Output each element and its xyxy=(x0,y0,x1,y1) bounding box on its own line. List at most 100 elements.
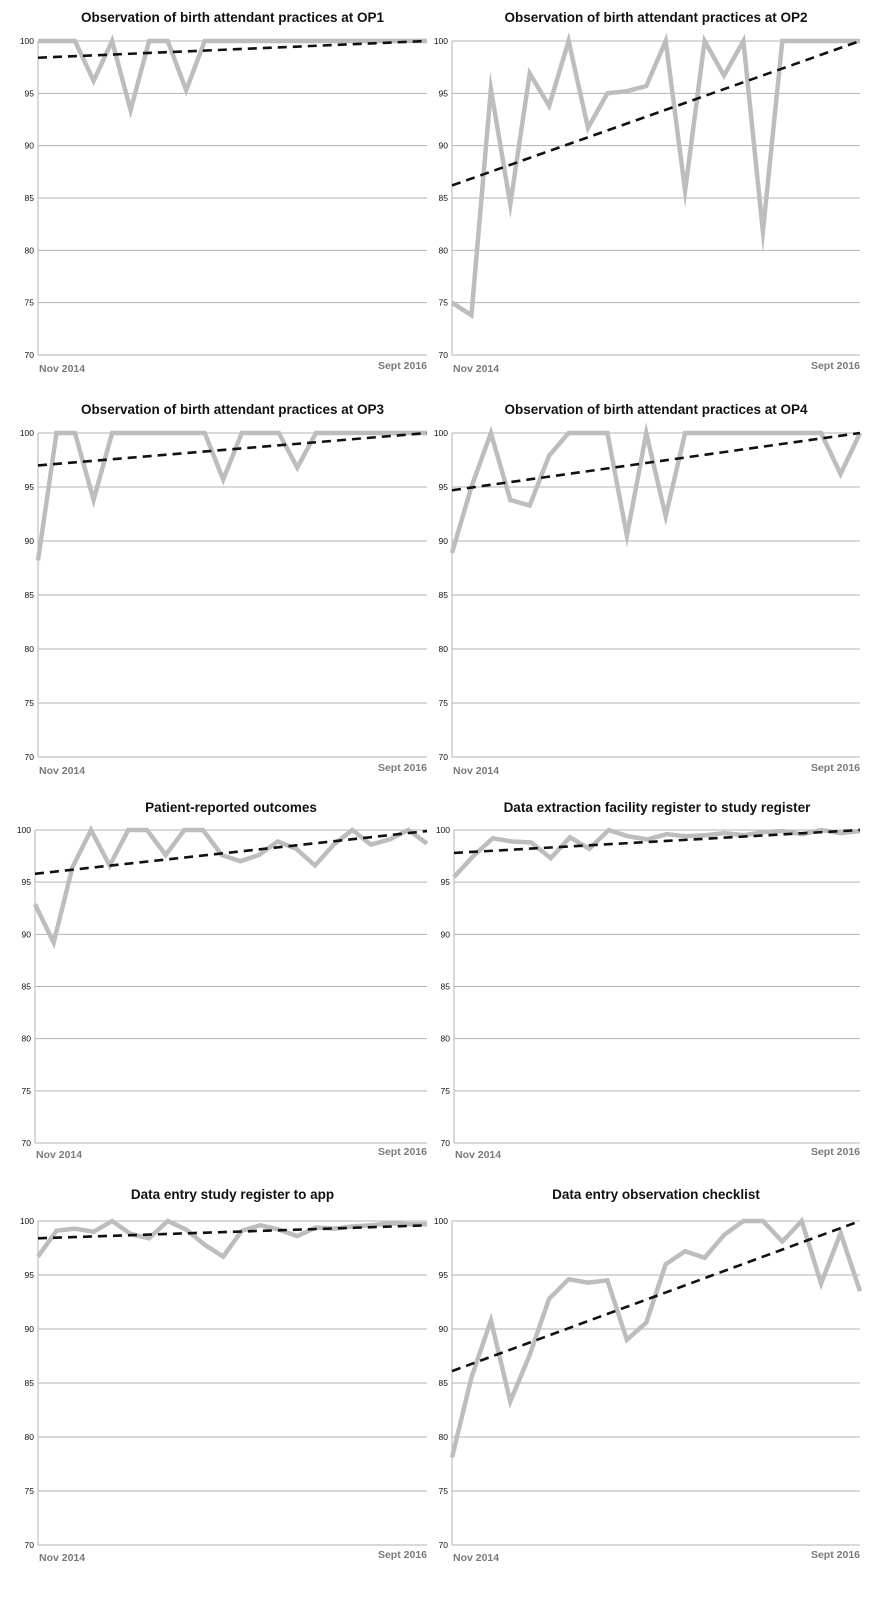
x-end-label: Sept 2016 xyxy=(378,762,427,774)
data-series-line xyxy=(38,34,427,119)
y-tick-label: 95 xyxy=(439,1270,449,1280)
x-end-label: Sept 2016 xyxy=(378,1146,427,1158)
trend-line xyxy=(34,829,428,876)
y-tick-label: 70 xyxy=(25,1540,35,1550)
y-tick-label: 85 xyxy=(439,1378,449,1388)
y-tick-label: 70 xyxy=(25,350,35,360)
x-start-label: Nov 2014 xyxy=(39,1552,85,1564)
y-tick-label: 100 xyxy=(434,1216,448,1226)
chart-title: Observation of birth attendant practices… xyxy=(81,402,385,417)
chart-panel-3: Observation of birth attendant practices… xyxy=(20,402,427,777)
chart-panel-4: Observation of birth attendant practices… xyxy=(434,402,863,777)
y-tick-label: 90 xyxy=(25,536,35,546)
x-end-label: Sept 2016 xyxy=(378,360,427,372)
y-tick-label: 75 xyxy=(22,1086,32,1096)
y-tick-label: 85 xyxy=(439,193,449,203)
chart-panel-6: Data extraction facility register to stu… xyxy=(436,800,861,1161)
y-tick-label: 85 xyxy=(441,982,451,992)
x-start-label: Nov 2014 xyxy=(39,765,85,777)
y-tick-label: 95 xyxy=(25,88,35,98)
y-tick-label: 75 xyxy=(439,1486,449,1496)
y-tick-label: 80 xyxy=(441,1034,451,1044)
y-tick-label: 70 xyxy=(22,1138,32,1148)
x-start-label: Nov 2014 xyxy=(36,1149,82,1161)
y-tick-label: 70 xyxy=(439,1540,449,1550)
y-tick-label: 90 xyxy=(25,1324,35,1334)
y-tick-label: 75 xyxy=(25,298,35,308)
y-tick-label: 90 xyxy=(25,141,35,151)
chart-title: Observation of birth attendant practices… xyxy=(504,10,807,25)
y-tick-label: 85 xyxy=(25,1378,35,1388)
y-tick-label: 75 xyxy=(439,698,449,708)
x-start-label: Nov 2014 xyxy=(453,765,499,777)
y-tick-label: 90 xyxy=(441,929,451,939)
chart-panel-5: Patient-reported outcomes 100 95 90 85 80 75 70… xyxy=(17,800,429,1161)
y-tick-label: 100 xyxy=(20,36,34,46)
data-series-line xyxy=(449,1216,863,1459)
trend-line xyxy=(451,39,861,187)
y-tick-label: 85 xyxy=(439,590,449,600)
chart-title: Data entry study register to app xyxy=(131,1187,334,1202)
trend-line xyxy=(451,1219,861,1373)
chart-title: Patient-reported outcomes xyxy=(145,800,317,815)
y-tick-label: 75 xyxy=(441,1086,451,1096)
y-tick-label: 95 xyxy=(22,877,32,887)
chart-title: Observation of birth attendant practices… xyxy=(81,10,385,25)
data-series-line xyxy=(36,1218,427,1260)
x-end-label: Sept 2016 xyxy=(811,762,860,774)
x-start-label: Nov 2014 xyxy=(453,363,499,375)
y-tick-label: 100 xyxy=(434,36,448,46)
y-tick-label: 90 xyxy=(439,1324,449,1334)
x-start-label: Nov 2014 xyxy=(455,1149,501,1161)
x-end-label: Sept 2016 xyxy=(811,360,860,372)
chart-panel-1: Observation of birth attendant practices… xyxy=(20,10,427,375)
chart-panel-2: Observation of birth attendant practices… xyxy=(434,10,861,375)
y-tick-label: 70 xyxy=(439,350,449,360)
y-tick-label: 100 xyxy=(17,825,31,835)
x-end-label: Sept 2016 xyxy=(811,1549,860,1561)
y-tick-label: 75 xyxy=(25,1486,35,1496)
y-tick-label: 75 xyxy=(439,298,449,308)
trend-line xyxy=(453,828,861,855)
trend-line xyxy=(37,431,428,467)
y-tick-label: 85 xyxy=(25,590,35,600)
y-tick-label: 90 xyxy=(439,141,449,151)
y-tick-label: 85 xyxy=(25,193,35,203)
y-tick-label: 80 xyxy=(439,245,449,255)
trend-line xyxy=(37,1224,428,1240)
y-tick-label: 80 xyxy=(25,1432,35,1442)
y-tick-label: 80 xyxy=(439,644,449,654)
y-tick-label: 95 xyxy=(441,877,451,887)
y-tick-label: 95 xyxy=(439,482,449,492)
chart-title: Data extraction facility register to stu… xyxy=(504,800,812,815)
y-tick-label: 100 xyxy=(20,428,34,438)
data-series-line xyxy=(450,32,860,320)
y-tick-label: 100 xyxy=(434,428,448,438)
trend-line xyxy=(37,39,428,60)
data-series-line xyxy=(452,827,861,879)
x-end-label: Sept 2016 xyxy=(378,1549,427,1561)
y-tick-label: 80 xyxy=(25,245,35,255)
y-tick-label: 70 xyxy=(25,752,35,762)
y-tick-label: 90 xyxy=(439,536,449,546)
chart-title: Observation of birth attendant practices… xyxy=(504,402,808,417)
chart-title: Data entry observation checklist xyxy=(552,1187,760,1202)
y-tick-label: 75 xyxy=(25,698,35,708)
chart-panel-8: Data entry observation checklist 100 95 90 8… xyxy=(434,1187,863,1564)
x-end-label: Sept 2016 xyxy=(811,1146,860,1158)
y-tick-label: 95 xyxy=(25,482,35,492)
y-tick-label: 95 xyxy=(439,88,449,98)
y-tick-label: 80 xyxy=(439,1432,449,1442)
y-tick-label: 90 xyxy=(22,929,32,939)
y-tick-label: 70 xyxy=(441,1138,451,1148)
y-tick-label: 70 xyxy=(439,752,449,762)
y-tick-label: 95 xyxy=(25,1270,35,1280)
y-tick-label: 80 xyxy=(25,644,35,654)
x-start-label: Nov 2014 xyxy=(39,363,85,375)
data-series-line xyxy=(32,825,429,950)
data-series-line xyxy=(35,430,427,561)
chart-panel-7: Data entry study register to app 100 95 90 8… xyxy=(20,1187,427,1564)
y-tick-label: 85 xyxy=(22,982,32,992)
data-series-line xyxy=(449,422,863,554)
